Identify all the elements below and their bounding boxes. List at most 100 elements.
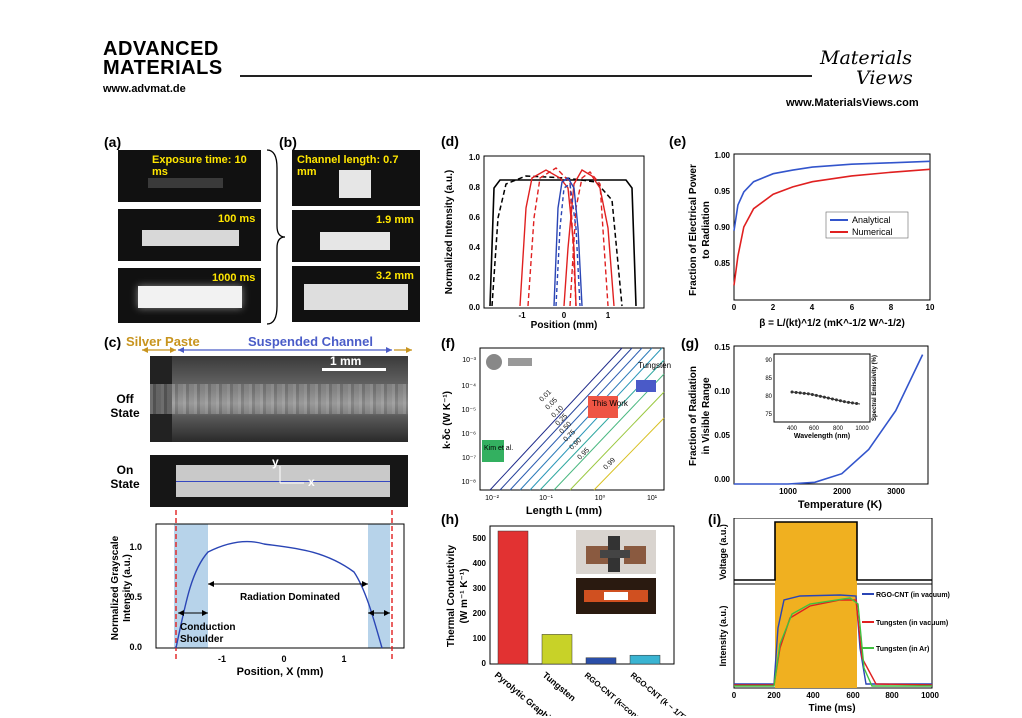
svg-text:1: 1 xyxy=(341,654,346,664)
panel-f-inset-sketch xyxy=(486,354,532,370)
svg-text:1: 1 xyxy=(606,311,611,320)
panel-e-series-numerical xyxy=(733,168,931,286)
on-state-label: On State xyxy=(110,463,140,491)
svg-text:300: 300 xyxy=(473,584,487,593)
grouping-brace xyxy=(266,149,286,325)
panel-e-series-analytical xyxy=(733,160,931,231)
svg-text:to Radiation: to Radiation xyxy=(701,201,712,259)
svg-text:Intensity (a.u.): Intensity (a.u.) xyxy=(122,554,133,622)
svg-text:200: 200 xyxy=(473,609,487,618)
svg-text:Temperature (K): Temperature (K) xyxy=(798,499,882,511)
svg-text:Position (mm): Position (mm) xyxy=(531,320,598,330)
svg-text:Thermal Conductivity: Thermal Conductivity xyxy=(446,544,457,647)
svg-text:0.0: 0.0 xyxy=(129,642,142,652)
svg-text:1.0: 1.0 xyxy=(469,153,481,162)
panel-h-bars xyxy=(497,530,661,665)
panel-c-plot: Radiation Dominated Conduction Shoulder … xyxy=(110,510,405,678)
svg-text:Position, X (mm): Position, X (mm) xyxy=(237,666,324,678)
panel-g-visible-fraction-line xyxy=(734,354,924,485)
svg-text:0.0: 0.0 xyxy=(469,303,481,312)
svg-text:Wavelength (nm): Wavelength (nm) xyxy=(794,433,850,440)
svg-text:0: 0 xyxy=(732,691,737,700)
off-state-label: Off State xyxy=(110,392,140,420)
panel-h-photo-insets xyxy=(576,530,656,614)
svg-text:Length L (mm): Length L (mm) xyxy=(526,505,603,517)
panel-e-plot: Analytical Numerical 1.00 0.95 0.90 0.85… xyxy=(688,151,935,329)
svg-text:Intensity (a.u.): Intensity (a.u.) xyxy=(718,605,728,666)
panel-h-plot: 0 100 200 300 400 500 Pyrolytic Graphite… xyxy=(446,525,689,716)
panel-f-plot: 0.01 0.05 0.10 0.25 0.50 0.75 0.90 0.95 … xyxy=(442,347,671,517)
svg-text:-1: -1 xyxy=(218,654,226,664)
svg-text:Analytical: Analytical xyxy=(852,215,891,225)
panel-g-curve xyxy=(734,354,924,485)
panel-b-label: (b) xyxy=(279,134,297,150)
svg-text:10⁻³: 10⁻³ xyxy=(462,357,476,364)
svg-text:600: 600 xyxy=(846,691,860,700)
svg-text:75: 75 xyxy=(765,412,772,418)
right-shoulder-band xyxy=(368,524,390,648)
panel-a-image-10ms: Exposure time: 10 ms xyxy=(118,150,261,202)
svg-text:Tungsten: Tungsten xyxy=(541,670,578,703)
panel-h-bar xyxy=(497,530,529,665)
svg-text:RGO-CNT (k=constant): RGO-CNT (k=constant) xyxy=(583,671,656,716)
svg-text:0.95: 0.95 xyxy=(714,187,730,196)
svg-text:Tungsten (in Ar): Tungsten (in Ar) xyxy=(876,646,929,653)
svg-text:0.2: 0.2 xyxy=(469,273,481,282)
svg-text:This Work: This Work xyxy=(592,399,629,408)
svg-text:Shoulder: Shoulder xyxy=(180,634,223,645)
axis-y-label: y xyxy=(272,455,279,469)
svg-text:0.90: 0.90 xyxy=(714,223,730,232)
panel-g-plot: 400 600 800 1000 Wavelength (nm) 90 85 8… xyxy=(688,343,929,511)
panel-a-label: (a) xyxy=(104,134,122,150)
url-left: www.advmat.de xyxy=(103,83,186,95)
svg-text:0.8: 0.8 xyxy=(469,183,481,192)
svg-text:Voltage (a.u.): Voltage (a.u.) xyxy=(718,524,728,580)
svg-text:10⁻⁶: 10⁻⁶ xyxy=(462,431,476,438)
svg-text:10⁻⁵: 10⁻⁵ xyxy=(462,407,476,414)
svg-text:10: 10 xyxy=(926,303,935,312)
svg-text:400: 400 xyxy=(473,559,487,568)
panel-e-label: (e) xyxy=(669,133,687,149)
tungsten-marker xyxy=(636,380,656,392)
panel-d-label: (d) xyxy=(441,133,459,149)
suspended-channel-label: Suspended Channel xyxy=(248,334,373,349)
journal-brand: ADVANCED MATERIALS xyxy=(103,38,223,79)
rgo-cnt-trace xyxy=(734,594,932,685)
panel-a-image-100ms: 100 ms xyxy=(118,209,261,261)
brand-line2: MATERIALS xyxy=(103,57,223,79)
svg-text:RGO-CNT (k ~ 1/T): RGO-CNT (k ~ 1/T) xyxy=(629,671,689,716)
svg-text:85: 85 xyxy=(765,376,772,382)
svg-text:0.6: 0.6 xyxy=(469,213,481,222)
voltage-trace xyxy=(734,521,932,581)
svg-text:10⁻⁷: 10⁻⁷ xyxy=(462,455,476,462)
svg-text:0.05: 0.05 xyxy=(714,431,730,440)
svg-text:-1: -1 xyxy=(518,311,526,320)
svg-text:in Visible Range: in Visible Range xyxy=(701,377,712,454)
tungsten-ar-trace xyxy=(734,597,932,687)
silver-paste-label: Silver Paste xyxy=(126,334,200,349)
svg-text:10⁻⁴: 10⁻⁴ xyxy=(462,383,477,390)
on-state-image: y x xyxy=(150,455,408,507)
url-right: www.MaterialsViews.com xyxy=(786,97,919,109)
svg-text:10⁻⁸: 10⁻⁸ xyxy=(462,479,476,486)
svg-text:400: 400 xyxy=(806,691,820,700)
panel-h-bar xyxy=(585,657,617,665)
svg-text:Radiation Dominated: Radiation Dominated xyxy=(240,592,340,603)
svg-text:Spectral Emissivity (%): Spectral Emissivity (%) xyxy=(872,355,878,421)
svg-text:2000: 2000 xyxy=(833,487,851,496)
panel-h-bar xyxy=(541,634,573,665)
svg-text:0.15: 0.15 xyxy=(714,343,730,352)
this-work-marker xyxy=(588,396,618,418)
svg-text:1000: 1000 xyxy=(855,426,869,432)
svg-text:Time (ms): Time (ms) xyxy=(808,703,855,714)
svg-text:0.4: 0.4 xyxy=(469,243,481,252)
svg-text:8: 8 xyxy=(889,303,894,312)
header-rule xyxy=(240,75,812,77)
panel-b-image-0p7mm: Channel length: 0.7 mm xyxy=(292,150,420,206)
panel-g-label: (g) xyxy=(681,335,699,351)
svg-text:500: 500 xyxy=(473,534,487,543)
brand-line1: ADVANCED xyxy=(103,38,219,60)
materials-views-logo: Materials Views xyxy=(820,47,913,89)
svg-text:Fraction of Radiation: Fraction of Radiation xyxy=(688,366,699,466)
panel-h-label: (h) xyxy=(441,511,459,527)
